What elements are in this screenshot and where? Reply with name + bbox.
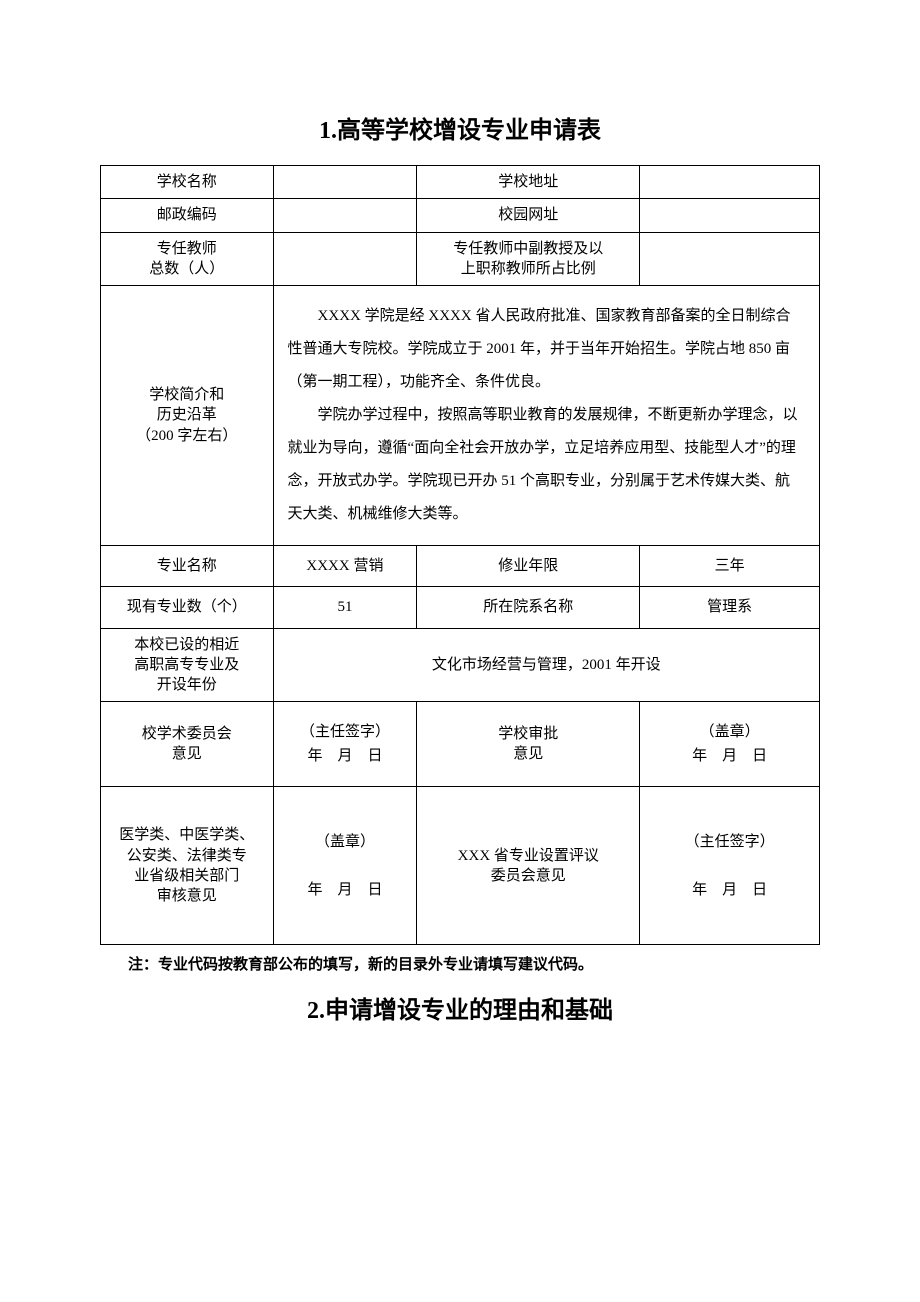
value-teacher-ratio	[640, 232, 820, 286]
label-study-years: 修业年限	[417, 546, 640, 587]
value-existing-majors: 51	[273, 587, 417, 628]
footnote: 注：专业代码按教育部公布的填写，新的目录外专业请填写建议代码。	[100, 953, 820, 974]
value-study-years: 三年	[640, 546, 820, 587]
label-province-committee: XXX 省专业设置评议 委员会意见	[417, 787, 640, 945]
value-committee-sig: （主任签字） 年 月 日	[273, 702, 417, 787]
label-major-name: 专业名称	[101, 546, 274, 587]
value-campus-url	[640, 199, 820, 232]
value-school-approval-sig: （盖章） 年 月 日	[640, 702, 820, 787]
label-school-name: 学校名称	[101, 166, 274, 199]
label-school-approval: 学校审批 意见	[417, 702, 640, 787]
value-school-address	[640, 166, 820, 199]
main-title: 1.高等学校增设专业申请表	[100, 110, 820, 145]
value-major-name: XXXX 营销	[273, 546, 417, 587]
label-committee-opinion: 校学术委员会 意见	[101, 702, 274, 787]
label-school-address: 学校地址	[417, 166, 640, 199]
label-teacher-count: 专任教师 总数（人）	[101, 232, 274, 286]
value-provincial-sig: （盖章） 年 月 日	[273, 787, 417, 945]
label-school-intro: 学校简介和 历史沿革 （200 字左右）	[101, 286, 274, 546]
value-dept-name: 管理系	[640, 587, 820, 628]
label-teacher-ratio: 专任教师中副教授及以 上职称教师所占比例	[417, 232, 640, 286]
value-teacher-count	[273, 232, 417, 286]
value-similar-major: 文化市场经营与管理，2001 年开设	[273, 628, 819, 702]
label-postal-code: 邮政编码	[101, 199, 274, 232]
value-postal-code	[273, 199, 417, 232]
section-2-title: 2.申请增设专业的理由和基础	[100, 990, 820, 1025]
value-school-intro: XXXX 学院是经 XXXX 省人民政府批准、国家教育部备案的全日制综合性普通大…	[273, 286, 819, 546]
label-existing-majors: 现有专业数（个）	[101, 587, 274, 628]
intro-paragraph-2: 学院办学过程中，按照高等职业教育的发展规律，不断更新办学理念，以就业为导向，遵循…	[288, 399, 805, 531]
value-province-committee-sig: （主任签字） 年 月 日	[640, 787, 820, 945]
label-provincial-review: 医学类、中医学类、 公安类、法律类专 业省级相关部门 审核意见	[101, 787, 274, 945]
label-similar-major: 本校已设的相近 高职高专专业及 开设年份	[101, 628, 274, 702]
label-campus-url: 校园网址	[417, 199, 640, 232]
intro-paragraph-1: XXXX 学院是经 XXXX 省人民政府批准、国家教育部备案的全日制综合性普通大…	[288, 300, 805, 399]
application-table: 学校名称 学校地址 邮政编码 校园网址 专任教师 总数（人） 专任教师中副教授及…	[100, 165, 820, 945]
label-dept-name: 所在院系名称	[417, 587, 640, 628]
value-school-name	[273, 166, 417, 199]
